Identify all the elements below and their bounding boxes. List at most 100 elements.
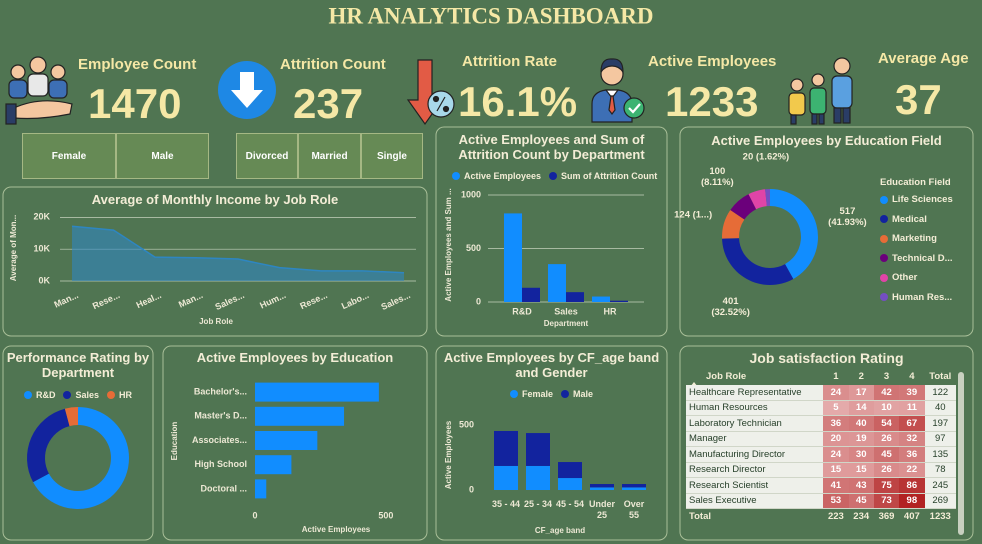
legend-label: Technical D... [892,252,953,264]
y-tick-label: 500 [466,243,481,253]
y-tick-label: Doctoral ... [200,483,247,493]
legend-item: Sales [63,390,99,400]
slicer-button[interactable]: Male [116,133,209,179]
legend-label: Life Sciences [892,194,953,206]
slicer-button[interactable]: Married [298,133,361,179]
legend: R&D Sales HR [3,390,153,400]
cell: 10 [873,400,900,416]
slicer-button[interactable]: Female [22,133,116,179]
row-label: Manufacturing Director [686,446,824,463]
legend-label: Active Employees [464,171,542,181]
y-tick-label: Master's D... [194,411,247,421]
legend-item: Medical [880,210,953,230]
data-label: 100 (8.11%) [700,165,734,188]
legend-label: Male [573,389,594,399]
legend-label: Sales [75,390,100,400]
cell: 24 [823,385,849,401]
total-cell: 234 [853,511,870,522]
legend-label: Human Res... [892,291,953,303]
legend-swatch [549,172,558,180]
bar [255,479,267,499]
legend: Education Field Life Sciences Medical Marke… [880,174,953,307]
legend-item: Sum of Attrition Count [549,171,657,181]
dashboard-title: HR ANALYTICS DASHBOARD [328,3,653,28]
y-tick-label: 0 [469,484,474,494]
cell: 97 [924,431,956,447]
row-label: Research Director [686,462,824,478]
bar [255,431,318,450]
panel-frames [2,126,974,541]
kpi-value: 37 [895,76,942,123]
kpi-label: Attrition Rate [462,53,557,70]
legend-item: Other [880,268,953,288]
table-row: Sales Executive 53 45 73 98 269 [686,493,956,509]
y-tick-label: 1000 [461,189,481,199]
legend-item: Marketing [880,229,953,249]
attrition-icon [218,61,276,119]
bar [504,213,522,302]
cell: 26 [873,431,900,447]
bar [548,264,566,302]
x-tick-label: Under 25 [588,499,615,520]
cell: 40 [848,415,874,432]
legend-swatch [880,254,888,263]
cell: 197 [924,415,956,432]
cell: 45 [873,446,900,463]
cell: 40 [924,400,956,416]
cell: 135 [924,446,956,463]
x-tick-label: Hum... [258,290,287,311]
line [71,225,405,274]
legend-item: HR [107,390,132,400]
cell: 30 [848,446,874,463]
legend-swatch [880,293,888,302]
bar-segment [590,484,614,488]
legend-item: R&D [23,390,55,400]
total-label: Total [689,511,711,522]
legend-swatch [509,390,518,398]
kpi-value: 1233 [665,78,759,125]
kpi-label: Active Employees [648,53,777,70]
cell: 22 [899,462,925,478]
cell: 20 [823,431,849,447]
row-label: Manager [686,431,824,447]
kpi-label: Employee Count [78,56,197,73]
cell: 269 [924,493,956,509]
employee-icon [5,56,73,125]
chart-title: Active Employees and Sum of Attrition Co… [458,132,645,162]
legend: Female Male [436,389,667,399]
legend-swatch [880,195,888,204]
legend-swatch [880,273,888,282]
table-row: Human Resources 5 14 10 11 40 [686,400,956,416]
age-icon [788,57,853,125]
x-tick-label: 35 - 44 [491,499,521,509]
x-tick-label: 45 - 54 [555,499,585,509]
cell: 75 [873,477,900,494]
cell: 39 [899,385,925,401]
bar-segment [590,487,614,490]
cell: 19 [848,431,874,447]
donut-slice [770,189,818,279]
y-axis-title: Average of Mon... [9,215,18,281]
row-label: Human Resources [686,400,824,416]
slicer-button[interactable]: Divorced [236,133,298,179]
kpi-value: 237 [293,80,364,127]
chart-title: Active Employees by CF_age band and Gend… [443,350,660,380]
table-row: Healthcare Representative 24 17 42 39 122 [686,385,956,401]
scrollbar [958,372,964,535]
x-tick-label: Heal... [135,290,163,310]
x-tick-label: Rese... [91,290,122,311]
legend-title: Education Field [880,176,951,188]
y-tick-label: 500 [459,419,474,429]
slicer-button[interactable]: Single [361,133,423,179]
donut-slice [33,407,130,509]
cell: 42 [873,385,900,401]
cell: 245 [924,477,956,494]
legend-item: Female [509,389,553,399]
cell: 15 [848,462,874,478]
x-axis-title: Job Role [199,317,233,326]
x-tick-label: Sales [554,306,578,316]
y-axis-title: Active Employees and Sum ... [444,188,453,301]
donut-slice [64,407,78,427]
x-tick-label: Man... [52,290,79,310]
